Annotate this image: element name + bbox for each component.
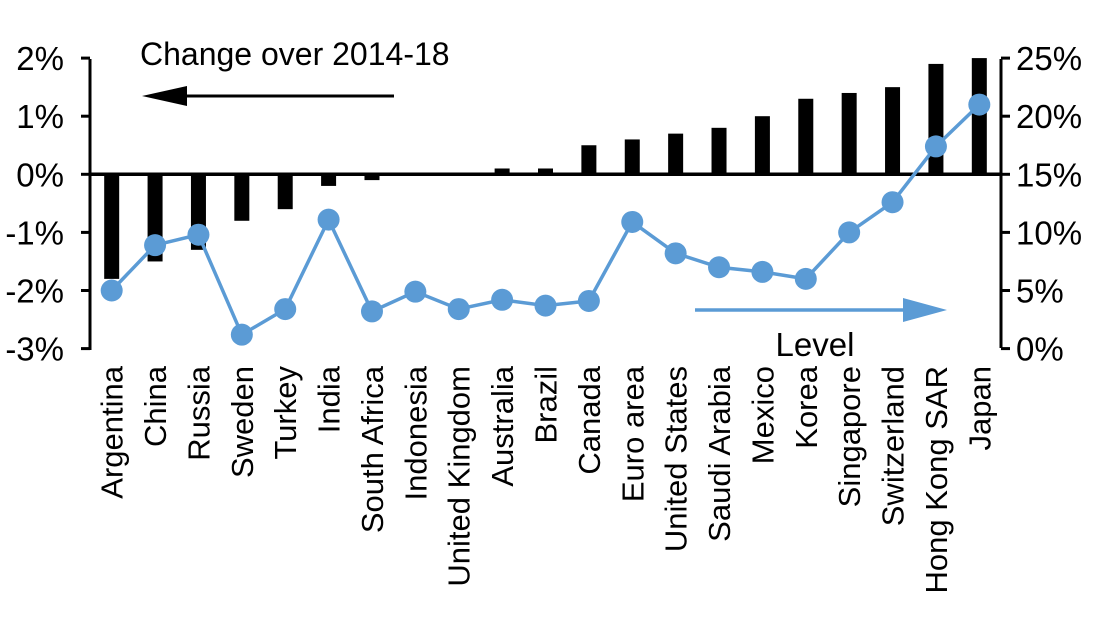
right-axis-tick-label: 5%	[1016, 273, 1064, 310]
level-dot-Mexico	[751, 260, 774, 283]
level-dot-Turkey	[274, 298, 297, 321]
level-dot-China	[144, 234, 167, 257]
right-axis-tick-label: 15%	[1016, 156, 1082, 193]
bar-Argentina	[104, 174, 120, 279]
category-label: Singapore	[832, 366, 867, 507]
bar-South Africa	[364, 174, 380, 181]
bar-series-annotation: Change over 2014-18	[140, 36, 450, 72]
level-dot-Saudi Arabia	[708, 256, 731, 279]
left-axis-tick-label: 2%	[16, 40, 64, 77]
bar-Turkey	[277, 174, 293, 210]
category-label: Australia	[485, 365, 520, 486]
right-axis-tick-label: 20%	[1016, 98, 1082, 135]
bar-United States	[668, 133, 684, 175]
right-axis-tick-label: 0%	[1016, 331, 1064, 368]
category-label: Japan	[962, 366, 997, 450]
category-label: Russia	[181, 365, 216, 461]
level-dot-Russia	[187, 223, 210, 246]
line-series-annotation: Level	[775, 326, 855, 363]
level-dot-Canada	[577, 289, 600, 312]
bar-Canada	[581, 145, 597, 175]
level-dot-India	[317, 208, 340, 231]
level-dot-Sweden	[230, 323, 253, 346]
level-dot-Japan	[968, 93, 991, 116]
category-label: Hong Kong SAR	[919, 366, 954, 593]
category-label: Brazil	[529, 366, 564, 444]
level-dot-Singapore	[838, 221, 861, 244]
left-axis-tick-label: -3%	[5, 331, 64, 368]
category-label: Turkey	[268, 366, 303, 460]
left-axis-tick-label: 1%	[16, 98, 64, 135]
category-label: Switzerland	[876, 366, 911, 526]
category-label: United Kingdom	[442, 366, 477, 587]
category-label: South Africa	[355, 365, 390, 533]
level-dot-Brazil	[534, 294, 557, 317]
level-dot-United States	[664, 242, 687, 265]
category-label: Indonesia	[398, 365, 433, 500]
plot-area: 2% 1% 0% -1% -2% -3% 25% 20% 15% 10% 5% 0% Argentina…	[5, 40, 1082, 593]
level-dot-United Kingdom	[447, 298, 470, 321]
level-dot-Switzerland	[881, 191, 904, 214]
left-axis-tick-label: -2%	[5, 273, 64, 310]
bar-Sweden	[234, 174, 250, 221]
bar-Singapore	[841, 92, 857, 175]
bar-Australia	[494, 168, 510, 175]
category-label: Canada	[572, 365, 607, 474]
category-label: Sweden	[225, 366, 260, 478]
level-dot-Indonesia	[404, 280, 427, 303]
bar-Mexico	[754, 116, 770, 175]
level-dot-Australia	[491, 288, 514, 311]
category-label: Korea	[789, 365, 824, 448]
category-label: Euro area	[615, 365, 650, 502]
level-dot-Hong Kong SAR	[924, 135, 947, 158]
category-label: China	[138, 365, 173, 447]
right-arrow-icon	[695, 298, 947, 322]
left-arrow-icon	[142, 86, 394, 106]
level-dot-South Africa	[360, 300, 383, 323]
category-label: Saudi Arabia	[702, 365, 737, 542]
bar-Saudi Arabia	[711, 127, 727, 175]
bar-Brazil	[538, 168, 553, 175]
right-axis-tick-label: 25%	[1016, 40, 1082, 77]
level-dot-Euro area	[621, 210, 644, 233]
category-label: Argentina	[95, 365, 130, 498]
bar-India	[321, 174, 337, 186]
right-axis-tick-label: 10%	[1016, 214, 1082, 251]
left-axis-tick-label: -1%	[5, 214, 64, 251]
bar-Switzerland	[885, 87, 901, 175]
category-label: Mexico	[745, 366, 780, 464]
level-dot-Argentina	[100, 279, 123, 302]
category-label: United States	[659, 366, 694, 552]
bar-Euro area	[624, 139, 640, 175]
category-label: India	[312, 365, 347, 433]
left-axis-tick-label: 0%	[16, 156, 64, 193]
level-dot-Korea	[794, 267, 817, 290]
bar-Japan	[971, 58, 987, 175]
bar-Hong Kong SAR	[928, 63, 944, 175]
bar-Korea	[798, 98, 814, 175]
